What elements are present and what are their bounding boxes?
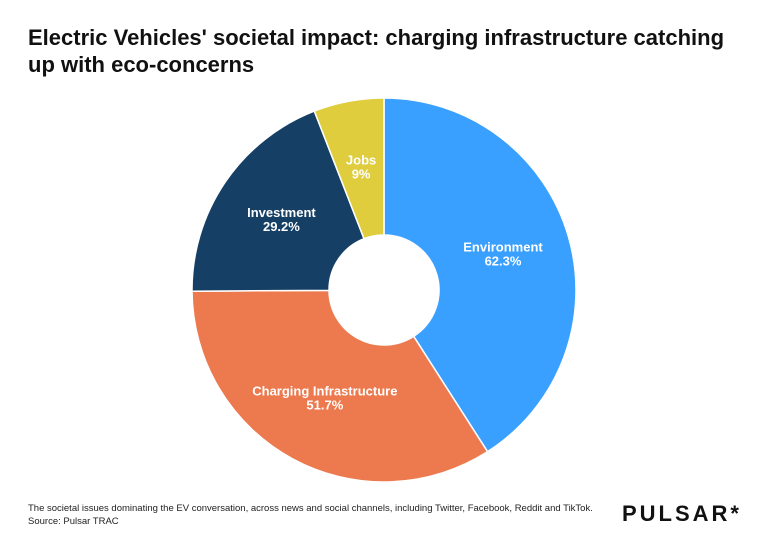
donut-slice — [383, 97, 577, 453]
chart-title: Electric Vehicles' societal impact: char… — [28, 25, 725, 77]
donut-slice — [191, 110, 366, 292]
brand-logo: PULSAR* — [622, 501, 742, 526]
slice-value-label: 29.2% — [263, 219, 300, 234]
slice-label: Investment — [247, 205, 316, 220]
note: The societal issues dominating the EV co… — [28, 503, 593, 514]
slice-value-label: 9% — [352, 167, 371, 182]
slice-label: Environment — [463, 240, 543, 255]
donut-slice — [313, 97, 385, 240]
slice-label: Charging Infrastructure — [252, 383, 397, 398]
slice-value-label: 51.7% — [306, 397, 343, 412]
source: Source: Pulsar TRAC — [28, 516, 119, 527]
donut-slice — [191, 289, 489, 483]
slice-value-label: 62.3% — [485, 254, 522, 269]
slice-label: Jobs — [346, 153, 376, 168]
